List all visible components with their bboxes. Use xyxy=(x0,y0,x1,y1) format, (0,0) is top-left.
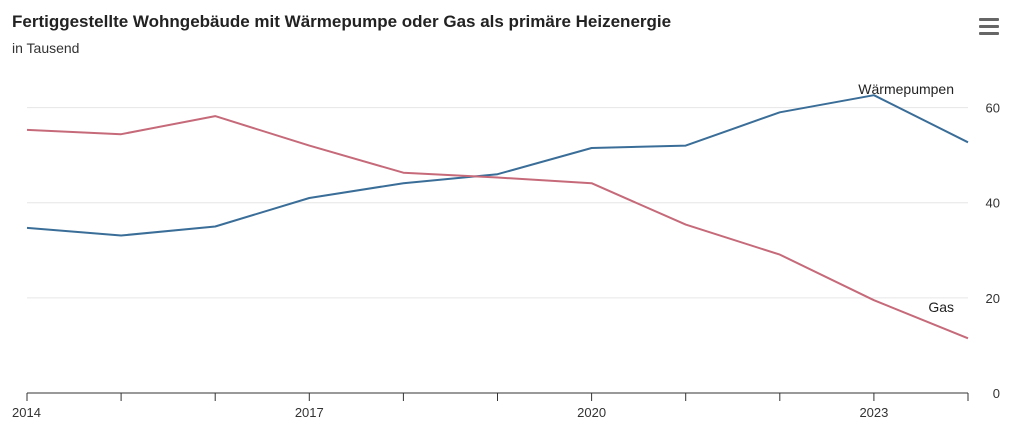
series-label-waermepumpen: Wärmepumpen xyxy=(858,81,954,97)
x-tick-label-2014: 2014 xyxy=(12,405,41,420)
x-tick-label-2020: 2020 xyxy=(577,405,606,420)
y-tick-label-60: 60 xyxy=(986,101,1000,116)
series-label-gas: Gas xyxy=(928,299,954,315)
series-line-gas xyxy=(26,115,969,340)
chart-title: Fertiggestellte Wohngebäude mit Wärmepum… xyxy=(12,12,672,31)
series-line-waermepumpen xyxy=(26,94,969,237)
chart-subtitle: in Tausend xyxy=(12,40,80,56)
y-tick-label-0: 0 xyxy=(993,386,1000,401)
x-tick-label-2023: 2023 xyxy=(859,405,888,420)
x-tick-label-2017: 2017 xyxy=(295,405,324,420)
hamburger-menu-icon[interactable] xyxy=(976,18,1002,42)
y-tick-label-40: 40 xyxy=(986,196,1000,211)
y-tick-label-20: 20 xyxy=(986,291,1000,306)
